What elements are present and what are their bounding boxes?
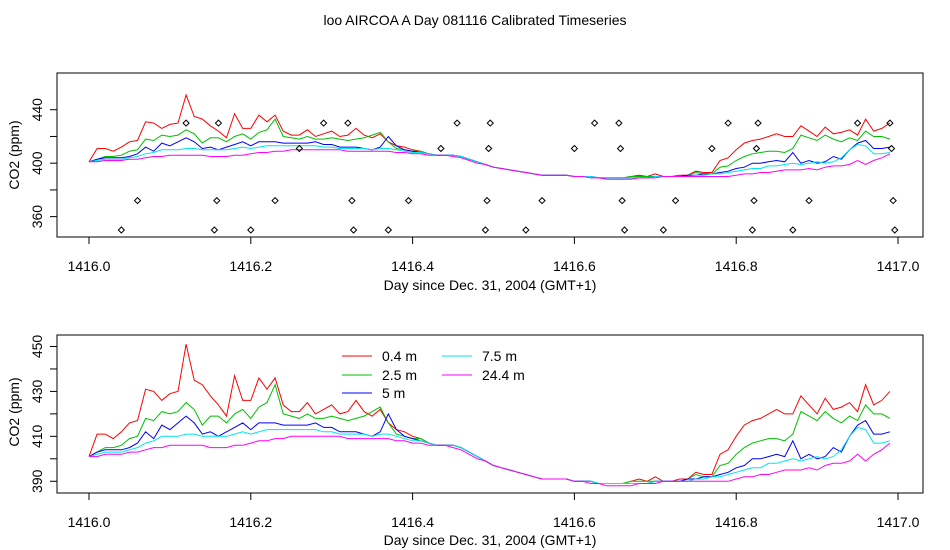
- diamond-marker: [805, 196, 813, 205]
- diamond-marker: [214, 119, 223, 127]
- diamond-marker: [213, 196, 221, 205]
- series-line-5-m: [88, 412, 891, 484]
- diamond-marker: [481, 226, 490, 234]
- panel-2-series: [88, 344, 891, 487]
- diamond-marker: [616, 144, 625, 153]
- diamond-marker: [889, 196, 897, 205]
- x-tick-label: 1416.8: [715, 258, 758, 274]
- diamond-marker: [708, 144, 716, 153]
- diamond-marker: [486, 119, 494, 127]
- diamond-marker: [590, 119, 599, 127]
- x-tick-label: 1416.8: [715, 514, 758, 530]
- diamond-marker: [853, 119, 862, 127]
- diamond-marker: [748, 226, 757, 234]
- x-tick-label: 1416.4: [391, 514, 434, 530]
- y-tick-label: 450: [29, 335, 45, 359]
- y-tick-label: 400: [29, 151, 45, 175]
- diamond-marker: [620, 226, 629, 234]
- diamond-marker: [349, 226, 358, 234]
- diamond-marker: [752, 144, 761, 153]
- series-line-24-4-m: [89, 149, 891, 180]
- legend-label: 7.5 m: [482, 348, 517, 364]
- diamond-marker: [659, 226, 668, 234]
- panel-1-x-label: Day since Dec. 31, 2004 (GMT+1): [384, 277, 597, 293]
- panel-2-y-label: CO2 (ppm): [6, 377, 22, 446]
- diamond-marker: [724, 119, 732, 127]
- y-tick-label: 390: [29, 469, 45, 493]
- x-tick-label: 1416.2: [229, 258, 272, 274]
- panel-1-markers: [117, 119, 899, 234]
- diamond-marker: [483, 196, 491, 205]
- panel-2-x-label: Day since Dec. 31, 2004 (GMT+1): [384, 532, 597, 548]
- panel-1-series: [88, 93, 891, 180]
- diamond-marker: [891, 226, 899, 234]
- diamond-marker: [384, 226, 393, 234]
- diamond-marker: [887, 144, 896, 153]
- panel-1-y-axis: 360 400 440: [29, 98, 57, 228]
- series-line-5-m: [88, 135, 890, 179]
- diamond-marker: [522, 226, 530, 234]
- x-tick-label: 1417.0: [877, 514, 920, 530]
- diamond-marker: [618, 196, 626, 205]
- diamond-marker: [484, 144, 493, 153]
- y-tick-label: 430: [29, 380, 45, 404]
- x-tick-label: 1416.0: [68, 258, 111, 274]
- y-tick-label: 410: [29, 424, 45, 448]
- legend-label: 24.4 m: [482, 367, 525, 383]
- series-line-2-5-m: [88, 383, 891, 484]
- x-tick-label: 1416.0: [68, 514, 111, 530]
- x-tick-label: 1416.4: [391, 258, 434, 274]
- diamond-marker: [538, 196, 546, 205]
- x-tick-label: 1416.2: [229, 514, 272, 530]
- x-tick-label: 1416.6: [553, 258, 596, 274]
- legend-label: 5 m: [382, 385, 405, 401]
- series-line-7-5-m: [88, 426, 891, 484]
- diamond-marker: [271, 196, 279, 205]
- panel-1-frame: [56, 72, 924, 238]
- legend-label: 2.5 m: [382, 367, 417, 383]
- series-line-24-4-m: [89, 435, 891, 487]
- legend-label: 0.4 m: [382, 348, 417, 364]
- panel-2-x-axis: 1416.0 1416.2 1416.4 1416.6 1416.8 1417.0: [68, 493, 920, 530]
- chart-title: loo AIRCOA A Day 081116 Calibrated Times…: [324, 12, 627, 28]
- diamond-marker: [750, 196, 758, 205]
- diamond-marker: [344, 119, 352, 127]
- diamond-marker: [210, 226, 219, 234]
- y-tick-label: 440: [29, 98, 45, 122]
- panel-1-x-axis: 1416.0 1416.2 1416.4 1416.6 1416.8 1417.0: [68, 237, 920, 274]
- diamond-marker: [437, 144, 445, 153]
- panel-2-legend: 0.4 m 2.5 m 5 m 7.5 m 24.4 m: [342, 348, 525, 401]
- diamond-marker: [295, 144, 304, 153]
- diamond-marker: [615, 119, 623, 127]
- diamond-marker: [247, 226, 255, 234]
- diamond-marker: [754, 119, 762, 127]
- diamond-marker: [453, 119, 461, 127]
- diamond-marker: [133, 196, 142, 205]
- series-line-2-5-m: [88, 118, 891, 179]
- panel-1-y-label: CO2 (ppm): [6, 120, 22, 189]
- diamond-marker: [319, 119, 328, 127]
- diamond-marker: [886, 119, 894, 127]
- panel-2-y-axis: 390 410 430 450: [29, 335, 57, 493]
- x-tick-label: 1417.0: [877, 258, 920, 274]
- diamond-marker: [117, 226, 126, 234]
- y-tick-label: 360: [29, 205, 45, 229]
- diamond-marker: [404, 196, 413, 205]
- x-tick-label: 1416.6: [553, 514, 596, 530]
- series-line-0-4-m: [88, 344, 891, 484]
- diamond-marker: [671, 196, 680, 205]
- diamond-marker: [348, 196, 356, 205]
- diamond-marker: [570, 144, 579, 153]
- diamond-marker: [182, 119, 190, 127]
- diamond-marker: [789, 226, 797, 234]
